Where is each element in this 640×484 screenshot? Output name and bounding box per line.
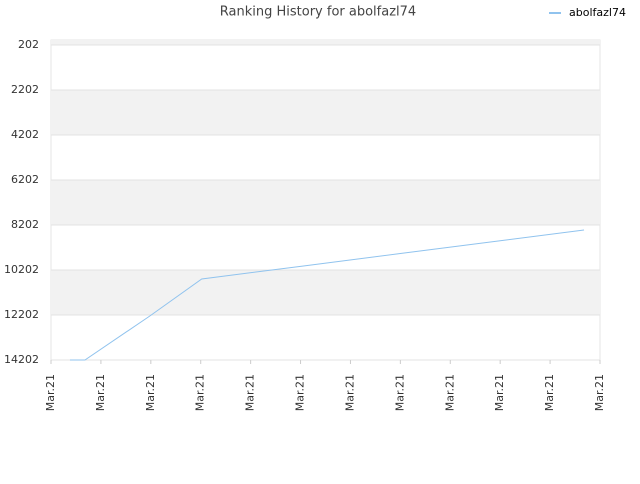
y-tick-label: 2202: [11, 83, 39, 96]
x-tick-label: Mar.21: [443, 374, 456, 411]
y-tick-label: 14202: [4, 353, 39, 366]
y-tick-label: 10202: [4, 263, 39, 276]
x-tick-label: Mar.21: [144, 374, 157, 411]
x-tick-label: Mar.21: [343, 374, 356, 411]
grid-band: [51, 179, 600, 225]
series-line: [69, 229, 585, 361]
x-tick-label: Mar.21: [244, 374, 257, 411]
y-tick-label: 4202: [11, 128, 39, 141]
x-tick-label: Mar.21: [194, 374, 207, 411]
y-tick-label: 202: [18, 38, 39, 51]
x-tick-label: Mar.21: [44, 374, 57, 411]
chart-title: Ranking History for abolfazl74: [220, 5, 416, 20]
grid-band: [51, 40, 600, 45]
x-tick-label: Mar.21: [94, 374, 107, 411]
y-tick-label: 8202: [11, 218, 39, 231]
x-tick-label: Mar.21: [593, 374, 606, 411]
grid-band: [51, 269, 600, 315]
y-tick-label: 6202: [11, 173, 39, 186]
x-tick-label: Mar.21: [294, 374, 307, 411]
x-tick-label: Mar.21: [493, 374, 506, 411]
x-tick-label: Mar.21: [543, 374, 556, 411]
x-tick-label: Mar.21: [393, 374, 406, 411]
legend-label: abolfazl74: [569, 6, 626, 19]
grid-band: [51, 89, 600, 135]
y-tick-label: 12202: [4, 308, 39, 321]
